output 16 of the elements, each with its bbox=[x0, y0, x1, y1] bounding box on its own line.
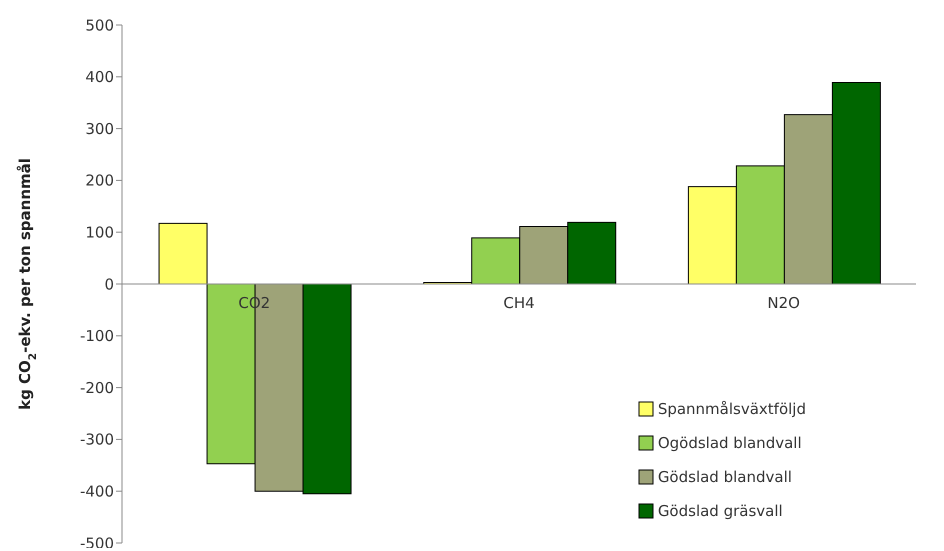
x-tick-label: N2O bbox=[767, 294, 800, 312]
y-tick-label: 300 bbox=[85, 120, 114, 138]
x-tick-label: CH4 bbox=[503, 294, 535, 312]
y-tick-label: 100 bbox=[85, 224, 114, 242]
y-tick-label: 500 bbox=[85, 16, 114, 34]
y-tick-label: -100 bbox=[80, 327, 114, 346]
y-tick-label: -400 bbox=[80, 482, 114, 501]
y-tick-label: 400 bbox=[85, 68, 114, 86]
y-tick-label: 0 bbox=[104, 275, 114, 294]
legend-label: Ogödslad blandvall bbox=[658, 434, 802, 452]
y-tick-label: -300 bbox=[80, 430, 114, 449]
y-tick-label: -200 bbox=[80, 378, 114, 397]
legend-label: Gödslad blandvall bbox=[658, 468, 792, 486]
legend-label: Gödslad gräsvall bbox=[658, 502, 783, 520]
legend-label: Spannmålsväxtföljd bbox=[658, 400, 806, 418]
y-tick-label: 200 bbox=[85, 172, 114, 190]
